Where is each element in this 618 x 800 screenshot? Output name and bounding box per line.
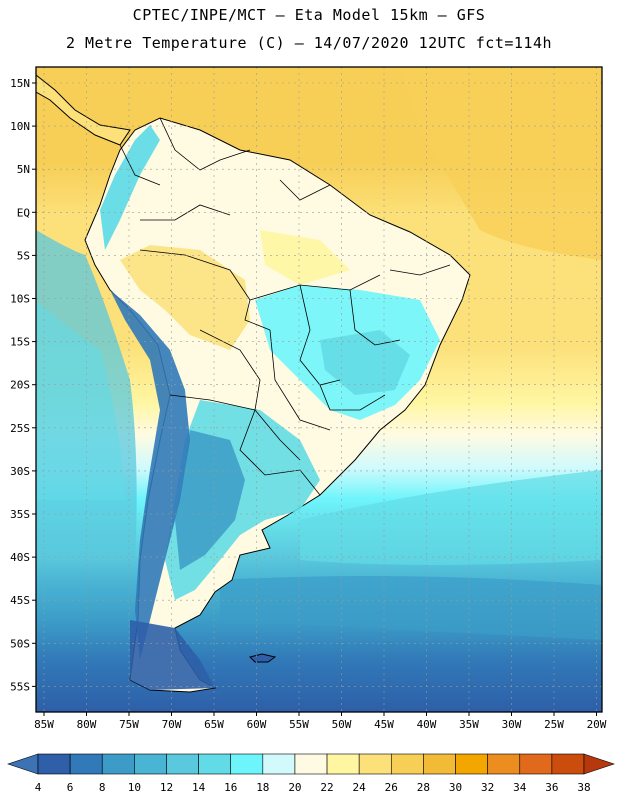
colorbar-label: 30 <box>449 781 462 794</box>
colorbar-label: 38 <box>577 781 590 794</box>
colorbar-label: 32 <box>481 781 494 794</box>
colorbar-box <box>101 753 135 775</box>
colorbar-box <box>551 753 585 775</box>
colorbar-box <box>69 753 103 775</box>
longitude-label: 35W <box>459 718 479 731</box>
colorbar-box <box>519 753 553 775</box>
latitude-label: 25S <box>10 422 30 435</box>
pampas-cold-area <box>175 430 245 570</box>
temperature-field <box>36 67 602 712</box>
longitude-label: 55W <box>289 718 309 731</box>
latitude-label: 40S <box>10 551 30 564</box>
atlantic-cool-band <box>300 470 602 565</box>
map-title-line2: 2 Metre Temperature (C) – 14/07/2020 12U… <box>65 34 553 52</box>
longitude-label: 20W <box>587 718 607 731</box>
latitude-label: 45S <box>10 594 30 607</box>
southern-andes-cold <box>110 290 190 660</box>
longitude-label: 65W <box>204 718 224 731</box>
latitude-label: 10N <box>10 120 30 133</box>
colorbar-label: 6 <box>67 781 74 794</box>
longitude-axis: 85W 80W 75W 70W 65W 60W 55W 50W 45W 40W 35W 30W 25W 2… <box>34 712 607 731</box>
colorbar-box <box>390 753 424 775</box>
graticule <box>36 67 602 712</box>
longitude-label: 70W <box>162 718 182 731</box>
colorbar-label: 24 <box>353 781 367 794</box>
longitude-label: 40W <box>417 718 437 731</box>
northern-andes-cold <box>100 125 160 250</box>
amazon-warm-area <box>120 245 250 350</box>
colorbar-box <box>487 753 521 775</box>
highland-cooler-area <box>320 330 410 395</box>
longitude-label: 85W <box>34 718 54 731</box>
colorbar-label: 34 <box>513 781 527 794</box>
colorbar-box <box>134 753 167 775</box>
latitude-label: EQ <box>17 206 30 219</box>
colorbar-box <box>423 753 456 775</box>
colorbar-min-arrow <box>7 753 39 775</box>
colorbar-label: 16 <box>224 781 237 794</box>
latitude-label: 15N <box>10 77 30 90</box>
map-title-line1: CPTEC/INPE/MCT – Eta Model 15km – GFS <box>132 6 486 24</box>
colorbar-box <box>262 753 296 775</box>
latitude-label: 10S <box>10 293 30 306</box>
latitude-label: 5S <box>17 249 30 262</box>
atlantic-cold-band <box>220 576 602 640</box>
patagonia-cold <box>130 620 215 690</box>
colorbar-box <box>198 753 232 775</box>
colorbar-label: 14 <box>192 781 206 794</box>
colorbar-label: 4 <box>35 781 42 794</box>
map-frame <box>35 66 603 713</box>
longitude-label: 50W <box>332 718 352 731</box>
latitude-label: 15S <box>10 336 30 349</box>
pacific-cool-layer-2 <box>36 300 125 500</box>
colorbar-max-arrow <box>583 753 615 775</box>
colorbar-label: 22 <box>320 781 333 794</box>
colorbar-box <box>455 753 488 775</box>
longitude-label: 45W <box>374 718 394 731</box>
longitude-label: 75W <box>119 718 139 731</box>
colorbar-label: 28 <box>417 781 430 794</box>
colorbar-label: 10 <box>128 781 141 794</box>
latitude-label: 35S <box>10 508 30 521</box>
colorbar-label: 20 <box>288 781 301 794</box>
colorbar-box <box>37 753 71 775</box>
latitude-label: 20S <box>10 379 30 392</box>
colorbar-box <box>166 753 199 775</box>
interior-warm-area <box>260 230 350 285</box>
latitude-label: 30S <box>10 465 30 478</box>
colorbar-label: 26 <box>385 781 398 794</box>
longitude-label: 25W <box>544 718 564 731</box>
longitude-label: 80W <box>77 718 97 731</box>
latitude-axis: 15N 10N 5N EQ 5S 10S 15S 20S 25S 30S 35S 40S 45S 50S 5… <box>10 77 36 693</box>
colorbar-label: 12 <box>160 781 173 794</box>
colorbar-box <box>358 753 392 775</box>
colorbar-label: 8 <box>99 781 106 794</box>
colorbar: 4 6 8 10 12 14 16 18 20 22 24 26 28 30 32 34 36 38 <box>7 753 615 794</box>
colorbar-label: 18 <box>256 781 269 794</box>
colorbar-box <box>294 753 328 775</box>
longitude-label: 60W <box>247 718 267 731</box>
longitude-label: 30W <box>502 718 522 731</box>
latitude-label: 50S <box>10 637 30 650</box>
colorbar-box <box>326 753 360 775</box>
colorbar-label: 36 <box>545 781 558 794</box>
warm-ocean-band <box>400 67 602 260</box>
latitude-label: 55S <box>10 680 30 693</box>
latitude-label: 5N <box>17 163 30 176</box>
colorbar-box <box>230 753 264 775</box>
